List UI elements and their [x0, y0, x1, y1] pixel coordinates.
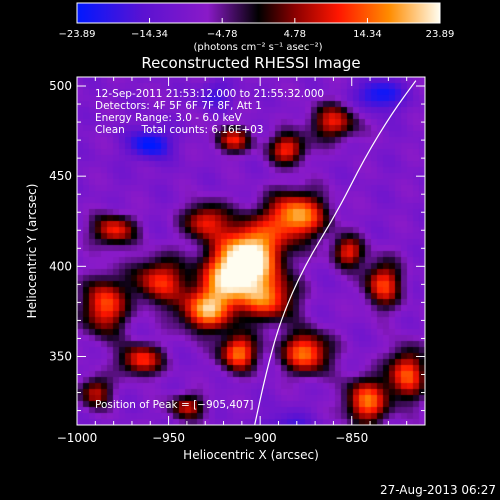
colorbar — [76, 2, 441, 24]
heatmap-area — [77, 77, 425, 425]
colorbar-tick-label: 4.78 — [284, 29, 306, 40]
colorbar-units-label: (photons cm⁻² s⁻¹ asec⁻²) — [193, 42, 322, 53]
y-tick-label: 350 — [49, 349, 72, 363]
colorbar-tick-label: 23.89 — [426, 29, 455, 40]
colorbar-ticks: −23.89 −14.34 −4.78 4.78 14.34 23.89 — [58, 18, 454, 40]
x-tick-label: −1000 — [57, 431, 98, 445]
axis-ticks: −1000 −950 −900 −850 350 400 450 500 — [49, 77, 425, 445]
x-axis-title: Heliocentric X (arcsec) — [183, 448, 319, 462]
y-tick-label: 450 — [49, 169, 72, 183]
info-line-energy: Energy Range: 3.0 - 6.0 keV — [95, 112, 243, 124]
plot-frame — [76, 76, 426, 426]
y-axis-title: Heliocentric Y (arcsec) — [25, 184, 39, 319]
info-block: 12-Sep-2011 21:53:12.000 to 21:55:32.000… — [95, 88, 324, 136]
info-line-time: 12-Sep-2011 21:53:12.000 to 21:55:32.000 — [95, 88, 324, 100]
info-line-detectors: Detectors: 4F 5F 6F 7F 8F, Att 1 — [95, 100, 262, 112]
x-tick-label: −900 — [244, 431, 277, 445]
y-tick-label: 500 — [49, 79, 72, 93]
peak-position-label: Position of Peak = [−905,407] — [95, 399, 254, 411]
chart-title: Reconstructed RHESSI Image — [141, 54, 360, 72]
colorbar-tick-label: −23.89 — [58, 29, 95, 40]
colorbar-tick-label: −14.34 — [131, 29, 168, 40]
solar-limb-curve — [254, 80, 417, 425]
colorbar-tick-label: 14.34 — [353, 29, 382, 40]
x-tick-label: −950 — [152, 431, 185, 445]
x-tick-label: −850 — [335, 431, 368, 445]
footer-timestamp: 27-Aug-2013 06:27 — [380, 483, 496, 497]
info-line-counts: Clean Total counts: 6.16E+03 — [95, 124, 264, 136]
colorbar-tick-label: −4.78 — [207, 29, 238, 40]
y-tick-label: 400 — [49, 259, 72, 273]
